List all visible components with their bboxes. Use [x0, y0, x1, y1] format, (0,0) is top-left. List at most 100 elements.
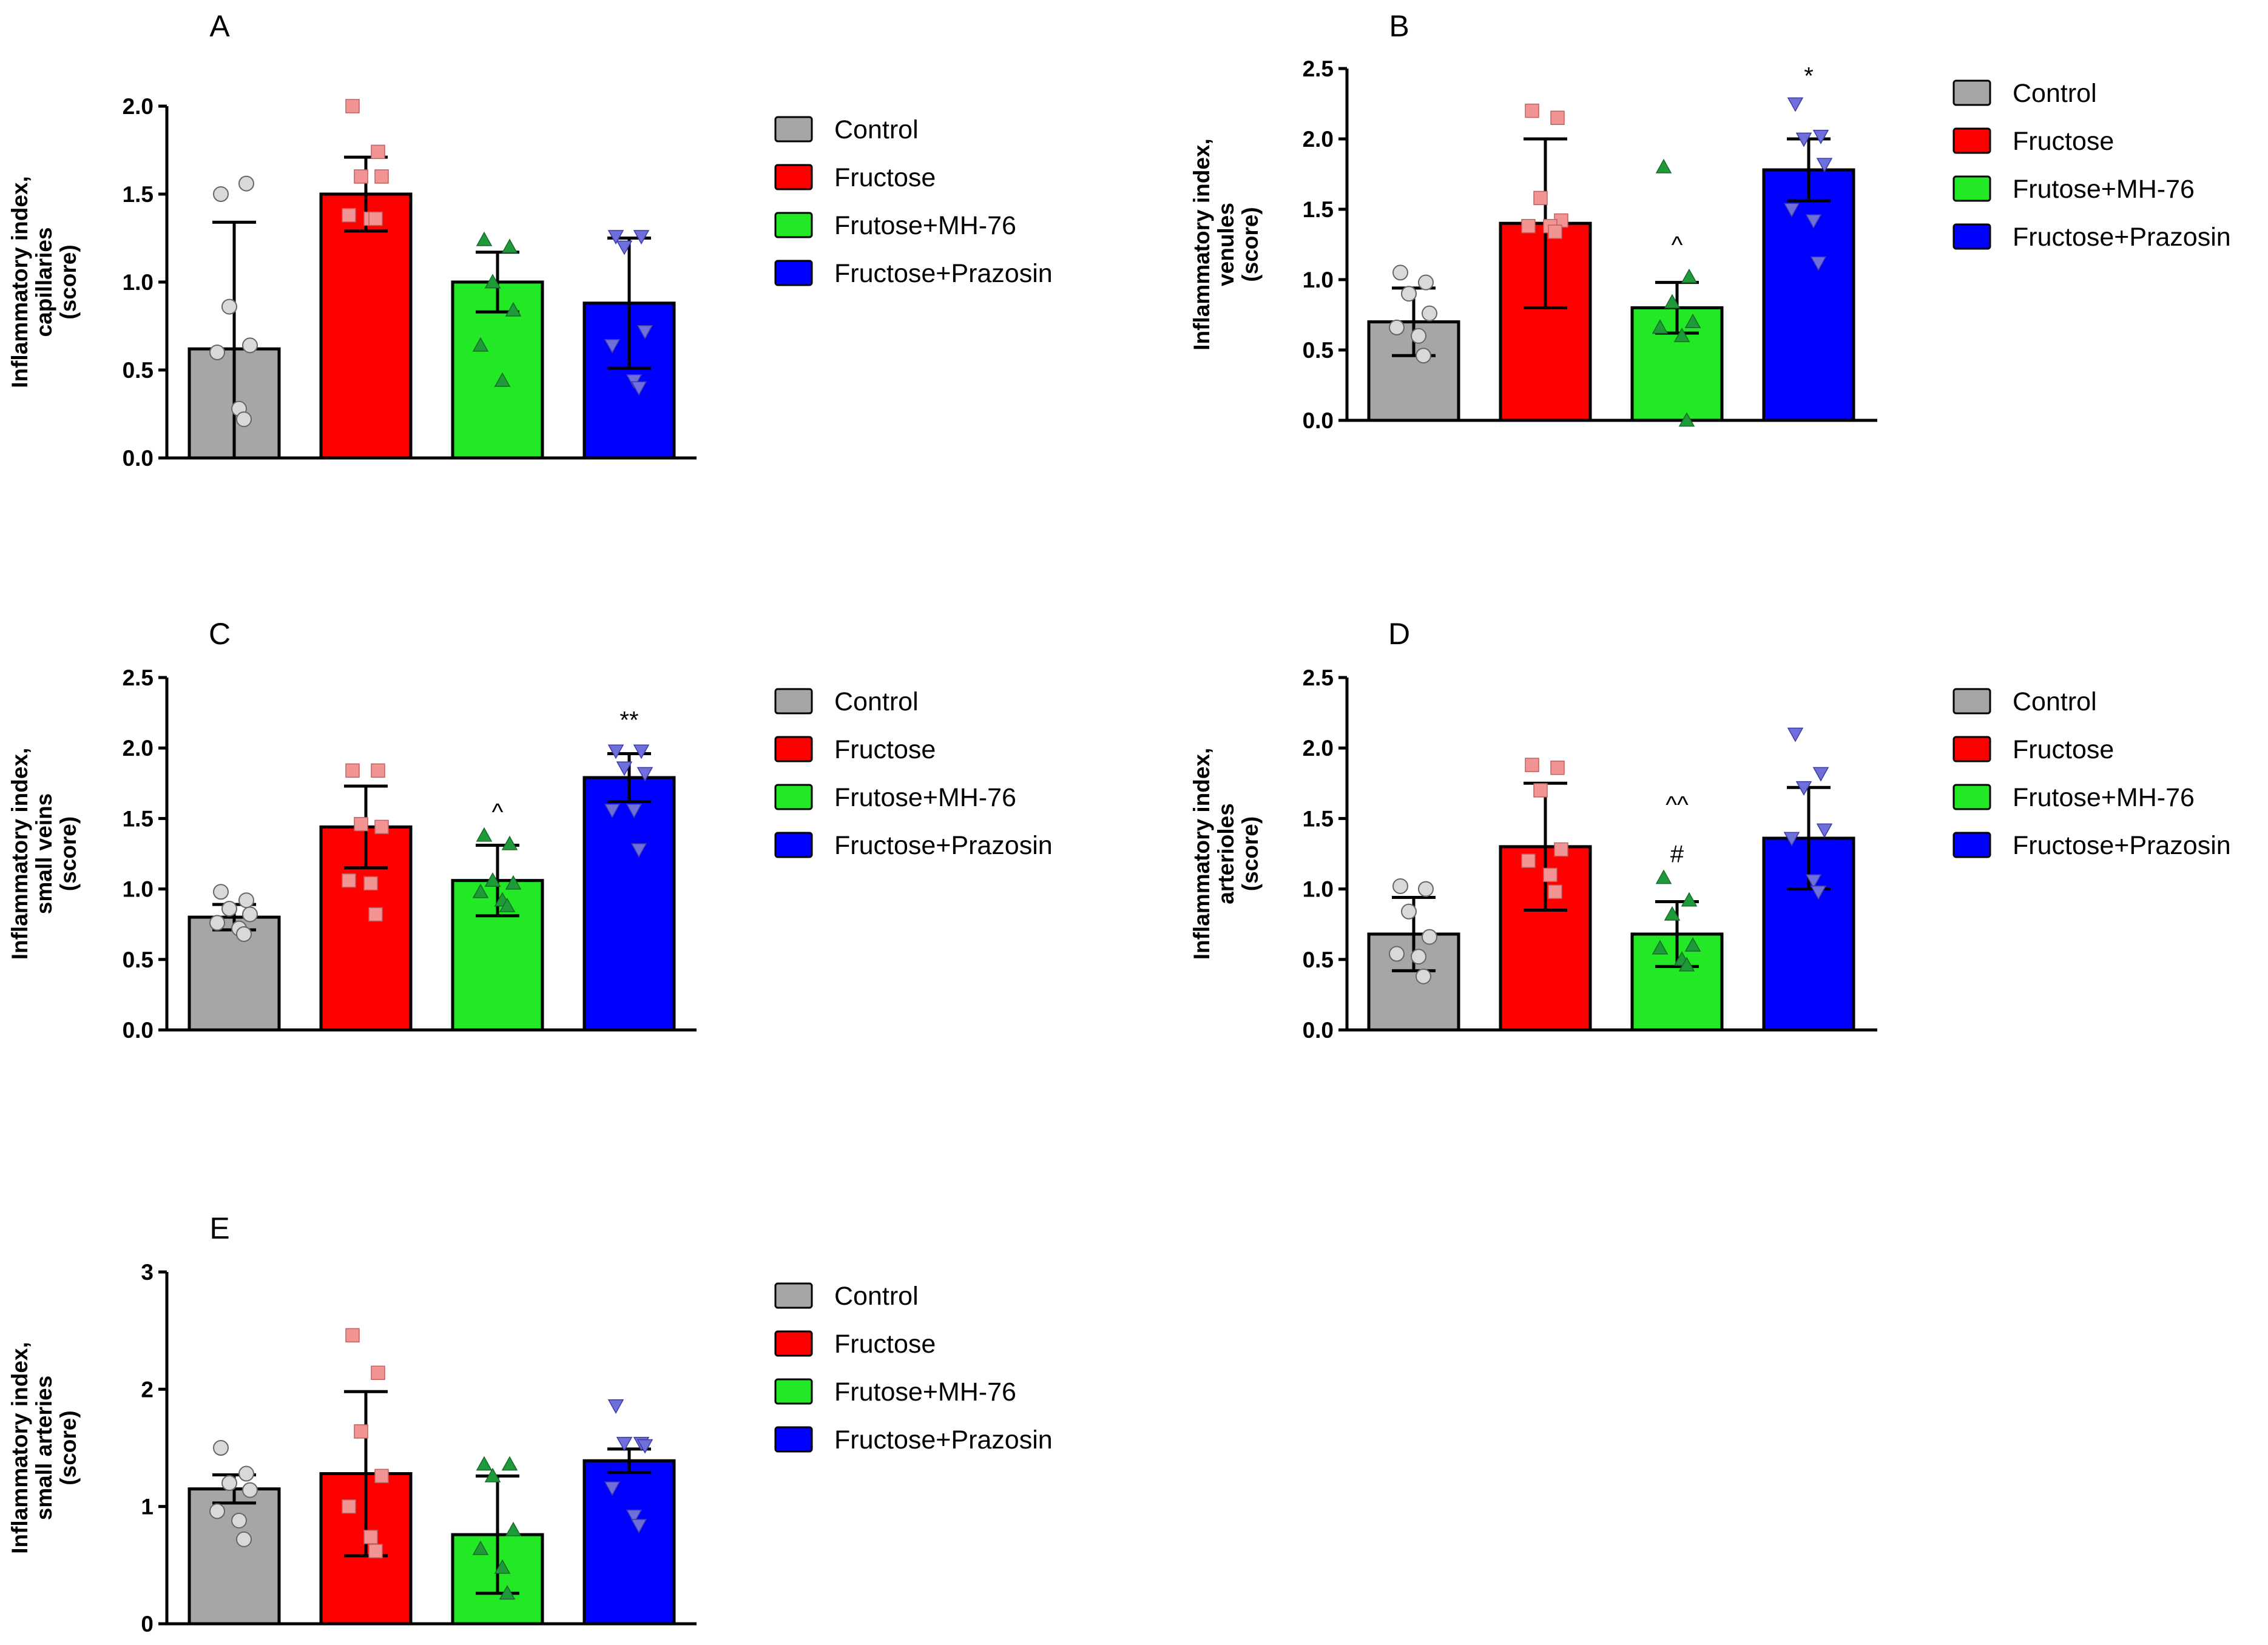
legend-label-d-1: Fructose: [2013, 735, 2114, 764]
data-point-e-3: [630, 1519, 647, 1534]
y-axis-label-line-b: Inflammatory index,: [1189, 138, 1214, 351]
legend-label-e-2: Frutose+MH-76: [834, 1378, 1016, 1407]
legend-label-b-1: Fructose: [2013, 127, 2114, 156]
data-point-b-2: [1678, 412, 1695, 427]
y-axis-label-c: Inflammatory index,small veins(score): [7, 748, 81, 960]
data-point-c-3: [633, 744, 650, 759]
data-point-b-0: [1422, 305, 1437, 321]
data-point-d-0: [1418, 881, 1434, 897]
data-point-e-2: [499, 1585, 516, 1600]
data-point-b-0: [1418, 274, 1434, 291]
data-point-b-2: [1684, 314, 1701, 328]
data-point-c-2: [505, 875, 522, 890]
data-point-d-3: [1812, 767, 1829, 782]
significance-mark-b: ^: [1672, 232, 1683, 258]
y-axis-label-line-e: Inflammatory index,: [7, 1342, 32, 1554]
data-point-c-1: [368, 907, 383, 922]
y-axis-label-line-b: venules: [1213, 203, 1238, 286]
y-axis-label-line-d: Inflammatory index,: [1189, 748, 1214, 960]
data-point-e-2: [476, 1456, 493, 1471]
y-axis-label-line-a: (score): [56, 244, 81, 319]
y-axis-label-line-c: Inflammatory index,: [7, 748, 32, 960]
data-point-e-1: [374, 1468, 389, 1484]
data-point-a-2: [494, 372, 511, 387]
data-point-d-0: [1411, 949, 1426, 965]
y-tick-label-a: 1.5: [123, 182, 154, 207]
data-point-b-3: [1795, 132, 1812, 147]
data-point-e-1: [371, 1365, 385, 1381]
data-point-e-2: [484, 1467, 501, 1482]
data-point-c-0: [221, 901, 237, 917]
legend-label-c-3: Fructose+Prazosin: [834, 831, 1053, 860]
data-point-d-2: [1652, 940, 1669, 955]
data-point-c-0: [213, 884, 229, 900]
y-tick-label-b: 1.0: [1303, 267, 1334, 292]
data-point-d-3: [1783, 832, 1800, 847]
data-point-e-1: [345, 1328, 360, 1343]
y-tick-label-e: 1: [141, 1495, 154, 1519]
data-point-d-2: [1681, 892, 1698, 907]
data-point-b-3: [1810, 256, 1827, 271]
data-point-b-3: [1816, 158, 1833, 173]
y-tick-label-d: 2.0: [1303, 736, 1334, 761]
data-point-e-3: [616, 1436, 633, 1452]
data-point-b-0: [1401, 286, 1417, 302]
data-point-d-0: [1422, 929, 1437, 945]
data-point-a-3: [636, 325, 653, 340]
data-point-a-0: [213, 186, 229, 202]
panel-letter-c: C: [209, 617, 231, 651]
data-point-a-3: [633, 230, 650, 245]
y-tick-label-e: 2: [141, 1377, 154, 1402]
legend-swatch-c-0: [774, 688, 813, 715]
legend-label-a-3: Fructose+Prazosin: [834, 259, 1053, 288]
data-point-e-1: [354, 1424, 368, 1439]
y-tick-label-c: 2.5: [123, 665, 154, 690]
y-axis-label-b: Inflammatory index,venules(score): [1189, 138, 1263, 351]
y-tick-label-b: 0.5: [1303, 338, 1334, 363]
y-tick-label-e: 3: [141, 1260, 154, 1285]
data-point-a-2: [505, 301, 522, 317]
data-point-a-3: [616, 240, 633, 255]
data-point-d-3: [1787, 727, 1804, 742]
data-point-c-3: [604, 804, 621, 819]
y-tick-label-c: 2.0: [123, 736, 154, 761]
data-point-d-2: [1684, 937, 1701, 952]
panel-a: A Inflammatory index,capillaries(score) 0.…: [7, 9, 1053, 471]
panel-letter-a: A: [209, 9, 230, 43]
data-point-d-3: [1810, 885, 1827, 900]
data-point-b-2: [1681, 268, 1698, 283]
data-point-b-2: [1652, 319, 1669, 334]
data-point-d-0: [1392, 878, 1408, 894]
data-point-b-2: [1655, 158, 1672, 173]
data-point-c-2: [484, 872, 501, 887]
y-axis-label-line-c: small veins: [32, 793, 56, 915]
bar-a-1: [319, 192, 413, 460]
data-point-d-1: [1554, 842, 1568, 857]
data-point-c-3: [636, 767, 653, 782]
data-point-d-0: [1401, 903, 1417, 920]
legend-swatch-a-0: [774, 116, 813, 143]
data-point-a-3: [630, 381, 647, 396]
data-point-a-1: [368, 211, 383, 226]
data-point-d-3: [1816, 823, 1833, 838]
data-point-c-3: [630, 843, 647, 858]
data-point-a-0: [209, 345, 225, 360]
legend-swatch-b-1: [1952, 127, 1991, 154]
y-axis-label-line-a: capillaries: [32, 227, 56, 337]
data-point-a-2: [476, 231, 493, 246]
data-point-e-0: [209, 1503, 225, 1519]
data-point-c-1: [354, 816, 368, 832]
data-point-d-3: [1795, 781, 1812, 796]
legend-swatch-d-3: [1952, 832, 1991, 858]
y-axis-label-a: Inflammatory index,capillaries(score): [7, 176, 81, 388]
legend-label-d-3: Fructose+Prazosin: [2013, 831, 2231, 860]
significance-mark-c: **: [619, 707, 638, 734]
data-point-e-3: [626, 1509, 643, 1524]
y-axis-label-line-c: (score): [56, 816, 81, 891]
data-point-b-0: [1416, 348, 1431, 364]
data-point-a-0: [242, 337, 258, 354]
data-point-d-1: [1550, 760, 1565, 775]
legend-label-b-3: Fructose+Prazosin: [2013, 223, 2231, 252]
bar-e-0: [187, 1487, 281, 1626]
y-axis-label-line-d: (score): [1238, 816, 1263, 891]
